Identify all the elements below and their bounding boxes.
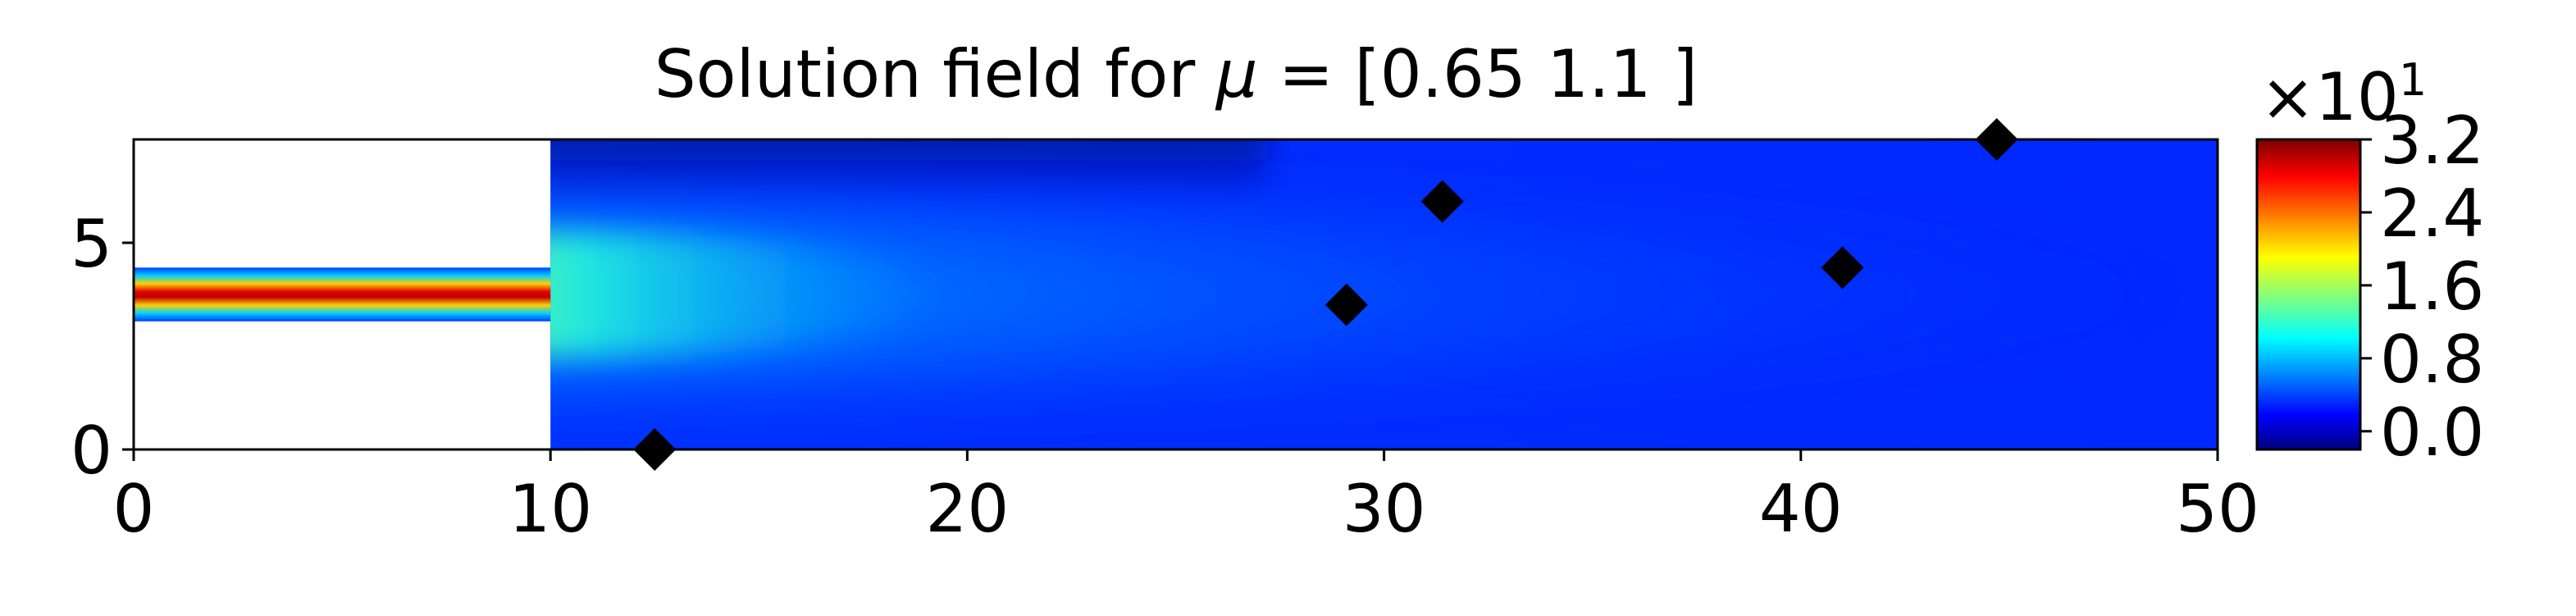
chart-title: Solution field for μ = [0.65 1.1 ]	[654, 36, 1698, 112]
colorbar-multiplier-base: ×10	[2260, 59, 2399, 135]
diamond-marker	[1324, 283, 1368, 326]
diamond-marker	[1975, 118, 2018, 161]
x-tick-label: 40	[1759, 471, 1843, 547]
colorbar: 0.00.81.62.43.2 ×101	[2255, 54, 2484, 471]
colorbar-multiplier: ×101	[2260, 54, 2427, 135]
colorbar-tick-label: 2.4	[2380, 176, 2484, 252]
title-suffix: = [0.65 1.1 ]	[1258, 36, 1698, 112]
diamond-marker	[1420, 180, 1464, 223]
jet-plume	[550, 232, 951, 357]
title-prefix: Solution field for	[654, 36, 1216, 112]
x-tick-label: 10	[508, 471, 592, 547]
field-center-band	[550, 195, 2218, 394]
y-axis: 05	[71, 206, 134, 489]
colorbar-tick-label: 0.0	[2380, 395, 2484, 471]
x-axis: 0 10 20 30 40 50	[113, 449, 2259, 547]
y-tick-label: 0	[71, 413, 112, 489]
solution-field	[134, 139, 2218, 449]
colorbar-tick-label: 0.8	[2380, 322, 2484, 398]
probe-markers	[633, 118, 2018, 471]
colorbar-ticks: 0.00.81.62.43.2	[2360, 103, 2484, 471]
colorbar-multiplier-exponent: 1	[2399, 54, 2427, 106]
y-tick-label: 5	[71, 206, 112, 282]
field-top-dark-region	[550, 139, 1268, 201]
colorbar-tick-label: 3.2	[2380, 103, 2484, 179]
inlet-channel-field	[134, 267, 551, 322]
x-tick-label: 30	[1343, 471, 1426, 547]
x-tick-label: 50	[2176, 471, 2259, 547]
x-tick-label: 0	[113, 471, 155, 547]
title-mu-symbol: μ	[1215, 36, 1258, 112]
axes-frame	[132, 138, 2219, 451]
colorbar-tick-label: 1.6	[2380, 249, 2484, 325]
diamond-marker	[633, 428, 677, 471]
diamond-marker	[1821, 246, 1864, 290]
colorbar-gradient	[2255, 138, 2362, 451]
x-tick-label: 20	[926, 471, 1010, 547]
